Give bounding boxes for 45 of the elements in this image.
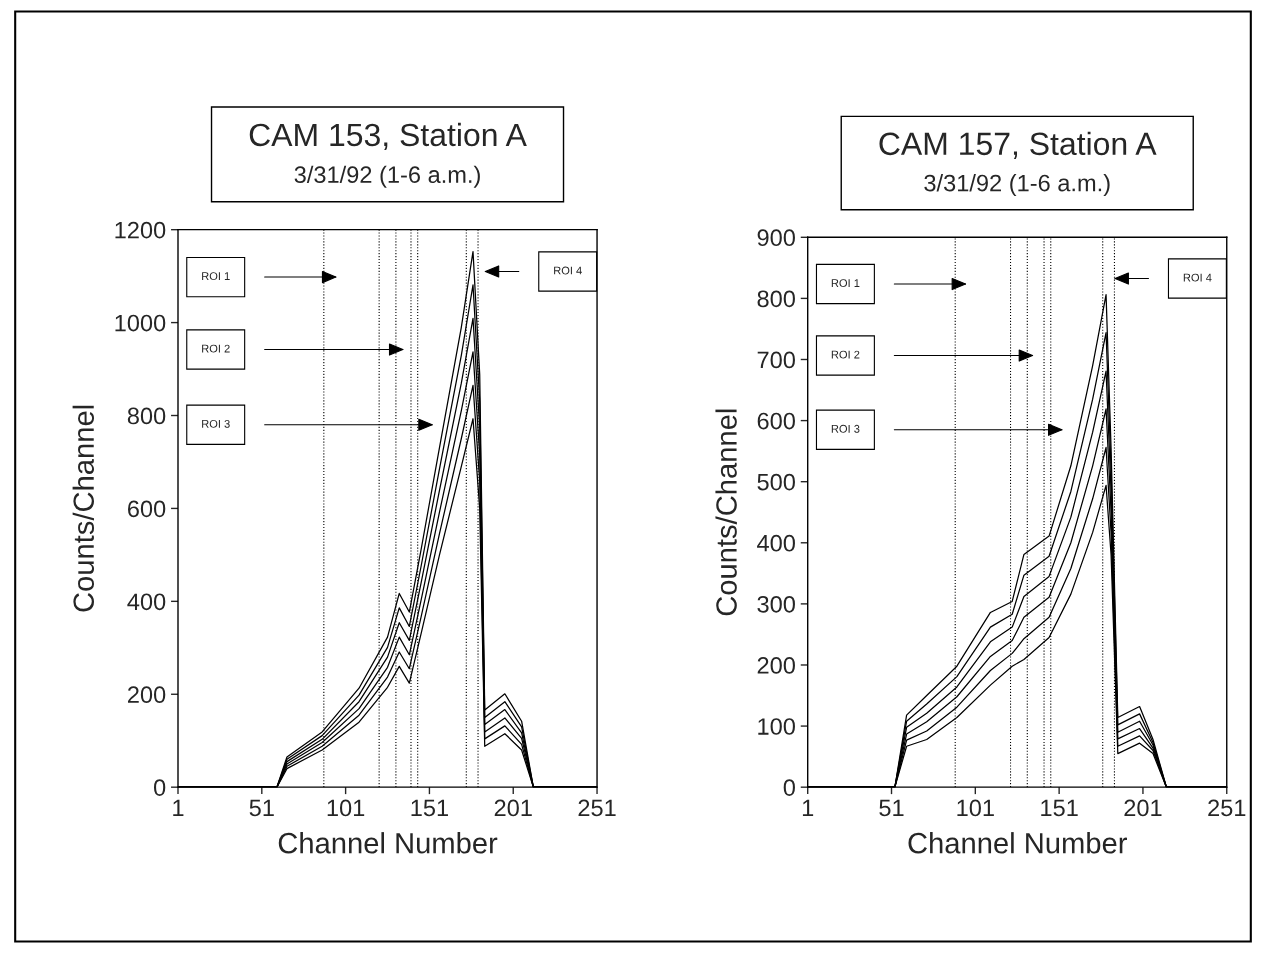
x-tick-label: 201 (1124, 799, 1162, 817)
y-tick-label: 100 (758, 718, 795, 735)
y-tick-label: 200 (127, 686, 166, 704)
y-tick-label: 500 (757, 473, 795, 491)
x-axis-title: Channel Number (278, 832, 498, 854)
x-tick-label: 151 (1041, 799, 1078, 817)
x-tick-label: 51 (879, 799, 904, 817)
y-axis-title: Counts/Channel (715, 409, 737, 616)
x-tick-label: 201 (494, 799, 532, 817)
x-tick-label: 1 (802, 799, 814, 817)
x-tick-label: 251 (1208, 799, 1246, 817)
chart-title: CAM 153, Station A (249, 122, 527, 151)
annotation: ROI 4 (1183, 273, 1212, 282)
x-tick-label: 101 (957, 799, 994, 817)
x-axis-title: Channel Number (908, 832, 1127, 854)
y-tick-label: 600 (128, 500, 166, 518)
y-tick-label: 400 (127, 593, 166, 611)
x-tick-label: 101 (327, 799, 365, 817)
y-axis-title: Counts/Channel (72, 405, 95, 612)
x-tick-label: 1 (173, 799, 184, 817)
y-tick-label: 300 (757, 595, 795, 613)
y-tick-label: 600 (757, 412, 795, 430)
x-tick-label: 51 (249, 799, 274, 817)
chart-subtitle: 3/31/92 (1-6 a.m.) (924, 174, 1110, 197)
y-tick-label: 1000 (115, 314, 166, 332)
y-tick-label: 900 (757, 229, 795, 247)
y-tick-label: 400 (757, 534, 795, 552)
y-tick-label: 0 (783, 779, 795, 796)
chart-title: CAM 157, Station A (879, 131, 1157, 159)
annotation: ROI 2 (202, 344, 230, 353)
y-tick-label: 800 (757, 290, 795, 308)
annotation: ROI 3 (831, 424, 860, 433)
chart-subtitle: 3/31/92 (1-6 a.m.) (294, 165, 480, 188)
annotation: ROI 4 (554, 266, 582, 275)
x-tick-label: 151 (411, 799, 448, 817)
y-tick-label: 700 (757, 351, 795, 369)
annotation: ROI 2 (831, 350, 860, 359)
y-tick-label: 800 (127, 407, 166, 425)
x-tick-label: 251 (578, 799, 616, 817)
annotation: ROI 1 (831, 279, 860, 288)
y-tick-label: 0 (153, 779, 166, 796)
annotation: ROI 1 (202, 272, 230, 281)
annotation: ROI 3 (202, 419, 230, 428)
y-tick-label: 200 (757, 657, 795, 674)
y-tick-label: 1200 (115, 221, 166, 239)
